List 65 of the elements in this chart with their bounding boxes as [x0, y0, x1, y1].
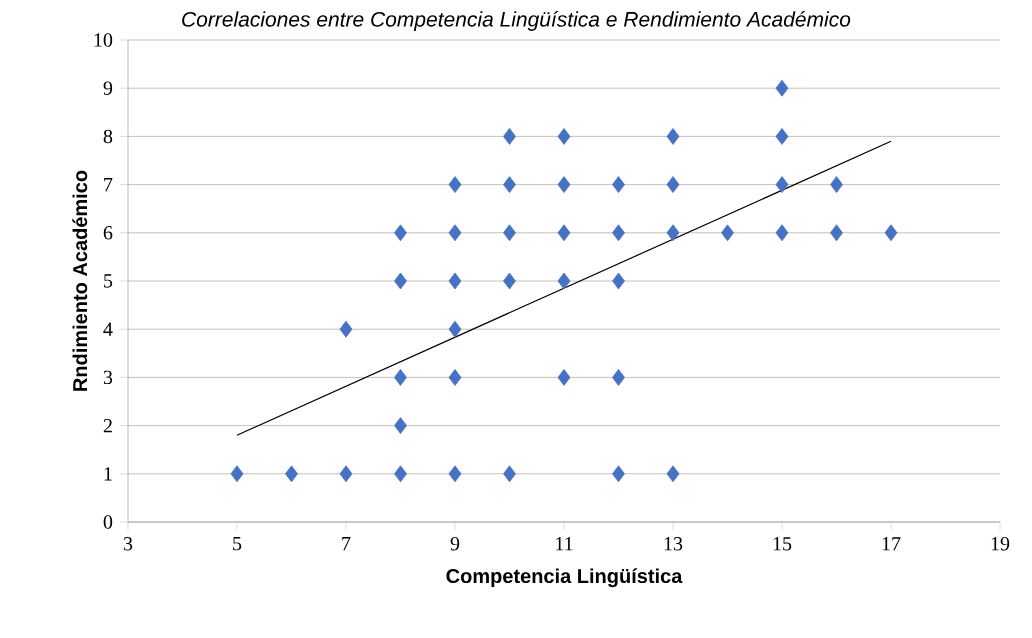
x-axis-title: Competencia Lingüística	[446, 568, 683, 588]
x-tick-label: 3	[123, 537, 133, 551]
point	[557, 128, 571, 145]
point	[557, 369, 571, 386]
point	[666, 224, 680, 242]
point	[666, 128, 680, 145]
y-tick-label: 4	[103, 322, 113, 336]
x-tick-label: 15	[773, 537, 792, 551]
point	[285, 465, 298, 483]
x-tick-label: 17	[882, 537, 901, 551]
point	[830, 176, 843, 193]
point	[612, 465, 625, 483]
chart-title: Correlaciones entre Competencia Lingüística e Rendimiento Académico	[182, 11, 851, 31]
point	[394, 369, 407, 386]
x-tick-label: 9	[450, 537, 460, 551]
y-tick-label: 10	[94, 33, 113, 47]
point	[666, 176, 680, 193]
point	[612, 224, 625, 242]
point	[339, 320, 353, 338]
point	[448, 224, 462, 242]
point	[230, 465, 244, 483]
point	[448, 465, 462, 483]
x-tick-label: 19	[991, 537, 1010, 551]
y-axis-title: Rndimiento Académico	[72, 170, 88, 391]
x-tick-label: 11	[556, 537, 573, 551]
x-tick-label: 7	[342, 537, 351, 551]
y-tick-label: 9	[103, 81, 113, 95]
y-tick-label: 0	[103, 515, 113, 529]
point	[775, 128, 789, 145]
point	[721, 224, 734, 242]
y-tick-label: 2	[103, 418, 112, 433]
point	[448, 272, 462, 290]
point	[448, 320, 462, 338]
point	[775, 79, 789, 97]
point	[775, 224, 789, 242]
point	[557, 272, 571, 290]
point	[394, 417, 407, 434]
y-tick-label: 5	[104, 274, 113, 288]
x-tick-label: 5	[233, 537, 242, 551]
point	[884, 224, 898, 242]
point	[775, 176, 789, 193]
y-tick-label: 8	[103, 129, 113, 144]
point	[612, 176, 625, 193]
point	[394, 272, 407, 290]
x-tick-label: 13	[664, 537, 683, 551]
point	[557, 224, 571, 242]
point	[503, 176, 516, 193]
y-tick-label: 7	[104, 178, 113, 192]
point	[339, 465, 353, 483]
point	[612, 272, 625, 290]
y-tick-label: 1	[104, 467, 112, 481]
point	[612, 369, 625, 386]
point	[394, 465, 407, 483]
point	[666, 465, 680, 483]
point	[503, 128, 516, 145]
point	[557, 176, 571, 193]
y-tick-label: 6	[103, 226, 113, 240]
point	[503, 272, 516, 290]
point	[503, 465, 516, 483]
point	[503, 224, 516, 242]
point	[830, 224, 843, 242]
point	[448, 176, 462, 193]
y-tick-label: 3	[103, 370, 113, 385]
point	[394, 224, 407, 242]
point	[448, 369, 462, 386]
